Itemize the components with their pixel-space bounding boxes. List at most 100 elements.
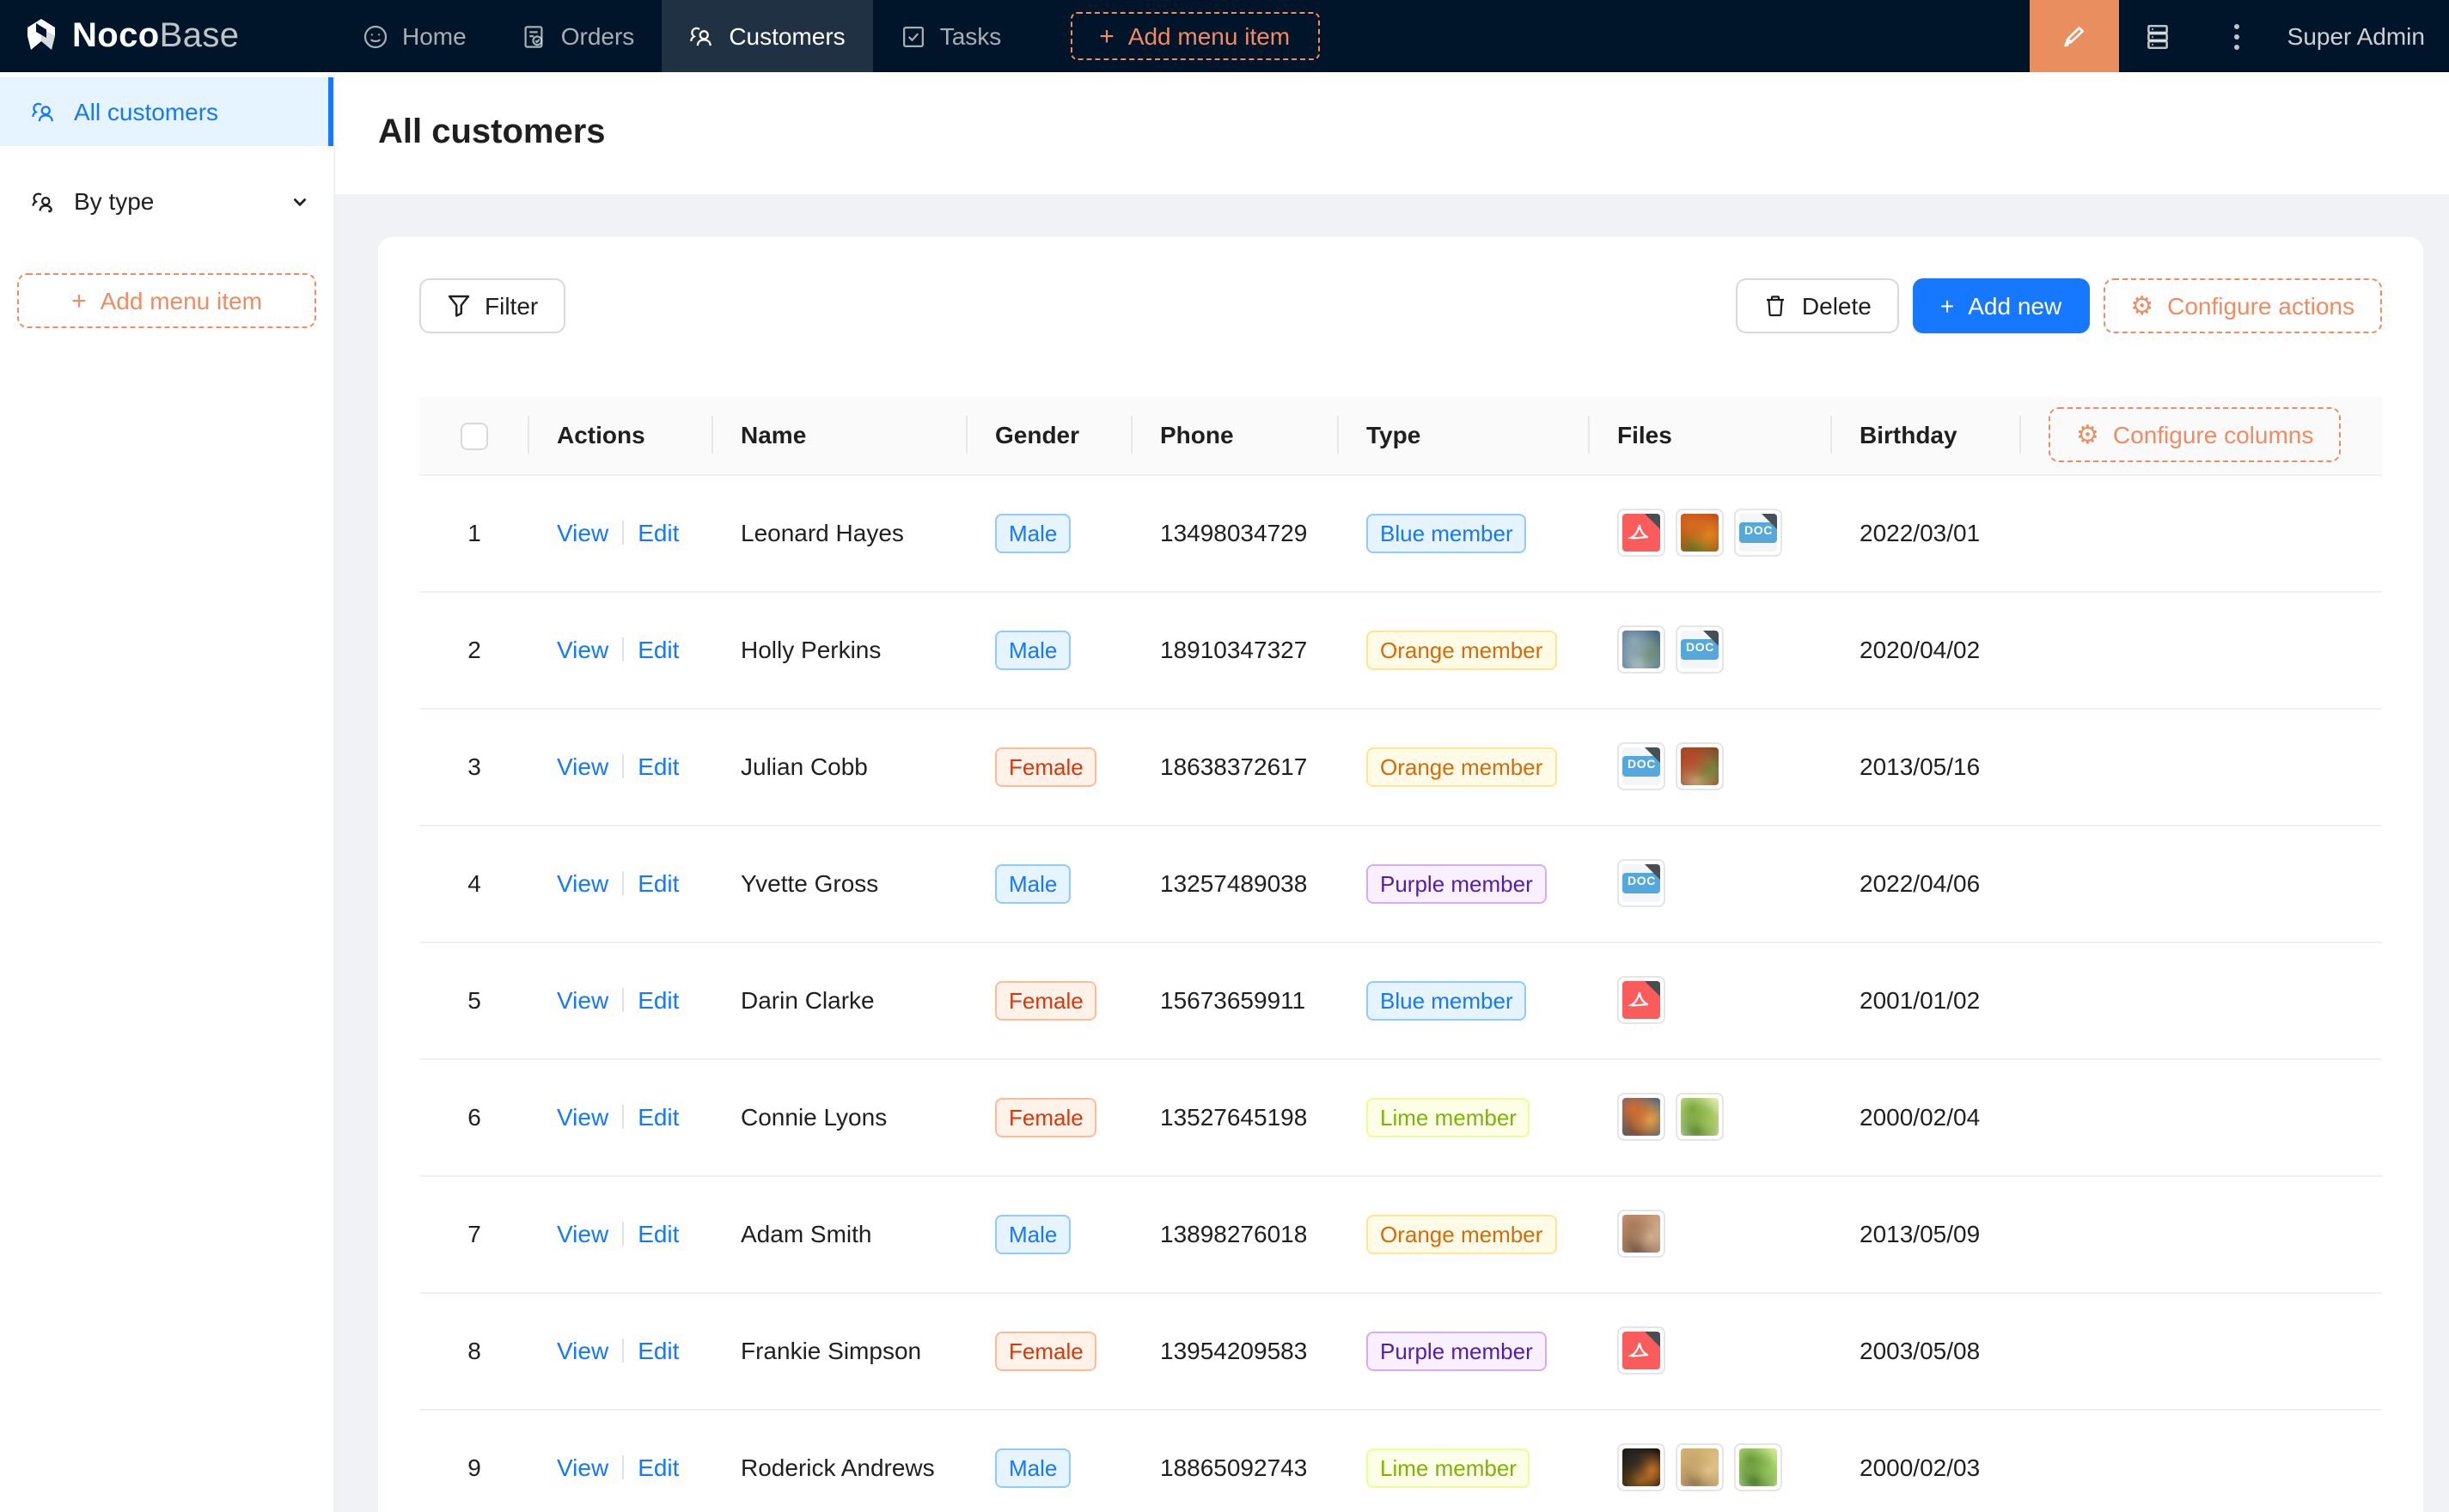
doc-file-thumb[interactable]: DOC bbox=[1617, 859, 1665, 907]
page-fold bbox=[1762, 514, 1777, 529]
nav-item-tasks[interactable]: Tasks bbox=[873, 0, 1029, 72]
page-fold bbox=[1703, 631, 1719, 646]
configure-actions-button[interactable]: ⚙ Configure actions bbox=[2103, 278, 2382, 333]
type-tag: Lime member bbox=[1366, 1448, 1530, 1487]
plugin-manager-button[interactable] bbox=[2119, 0, 2198, 72]
nav-item-customers[interactable]: Customers bbox=[662, 0, 873, 72]
chevron-down-icon bbox=[293, 197, 307, 206]
page-fold bbox=[1645, 1332, 1660, 1347]
edit-link[interactable]: Edit bbox=[638, 1103, 680, 1131]
view-link[interactable]: View bbox=[557, 753, 609, 780]
phone-value: 13527645198 bbox=[1133, 1058, 1339, 1176]
image-file-thumb[interactable] bbox=[1617, 625, 1665, 674]
customer-name: Holly Perkins bbox=[713, 591, 968, 709]
files-list: DOC bbox=[1617, 859, 1805, 907]
table-header-row: Actions Name Gender Phone Type Files Bir… bbox=[419, 397, 2382, 475]
image-file-thumb[interactable] bbox=[1617, 1210, 1665, 1258]
add-menu-item-button-sidebar[interactable]: + Add menu item bbox=[17, 273, 316, 328]
view-link[interactable]: View bbox=[557, 1103, 609, 1131]
logo[interactable]: NocoBase bbox=[0, 0, 335, 72]
view-link[interactable]: View bbox=[557, 1454, 609, 1481]
page-fold bbox=[1645, 864, 1660, 880]
table-row[interactable]: 9 View Edit Roderick Andrews Male 1886509… bbox=[419, 1409, 2382, 1512]
edit-link[interactable]: Edit bbox=[638, 636, 680, 663]
image-file-thumb[interactable] bbox=[1676, 742, 1724, 790]
column-header-files: Files bbox=[1590, 397, 1832, 475]
gear-icon: ⚙ bbox=[2130, 291, 2154, 320]
delete-button[interactable]: Delete bbox=[1736, 278, 1899, 333]
doc-file-thumb[interactable]: DOC bbox=[1734, 509, 1782, 557]
view-link[interactable]: View bbox=[557, 869, 609, 897]
sidebar-item-all-customers[interactable]: All customers bbox=[0, 77, 333, 146]
select-all-checkbox[interactable] bbox=[461, 422, 488, 450]
gender-tag: Male bbox=[995, 513, 1072, 552]
type-tag: Blue member bbox=[1366, 980, 1527, 1020]
team-icon bbox=[690, 26, 712, 46]
add-menu-item-label: Add menu item bbox=[100, 287, 262, 314]
gender-tag: Male bbox=[995, 1448, 1072, 1487]
doc-file-thumb[interactable]: DOC bbox=[1676, 625, 1724, 674]
view-link[interactable]: View bbox=[557, 986, 609, 1014]
table-row[interactable]: 7 View Edit Adam Smith Male 13898276018 O… bbox=[419, 1175, 2382, 1293]
edit-link[interactable]: Edit bbox=[638, 519, 680, 546]
add-menu-item-button-top[interactable]: + Add menu item bbox=[1070, 12, 1320, 60]
add-menu-item-label: Add menu item bbox=[1127, 22, 1291, 50]
server-stack-icon bbox=[2147, 23, 2169, 49]
image-file-thumb[interactable] bbox=[1676, 509, 1724, 557]
view-link[interactable]: View bbox=[557, 1220, 609, 1247]
type-tag: Orange member bbox=[1366, 1214, 1557, 1253]
edit-link[interactable]: Edit bbox=[638, 753, 680, 780]
current-user[interactable]: Super Admin bbox=[2287, 22, 2425, 50]
edit-link[interactable]: Edit bbox=[638, 986, 680, 1014]
add-new-button[interactable]: + Add new bbox=[1912, 278, 2090, 333]
birthday-value: 2000/02/03 bbox=[1832, 1409, 2021, 1512]
table-row[interactable]: 4 View Edit Yvette Gross Male 13257489038… bbox=[419, 825, 2382, 942]
phone-value: 13954209583 bbox=[1133, 1292, 1339, 1410]
table-row[interactable]: 5 View Edit Darin Clarke Female 156736599… bbox=[419, 942, 2382, 1059]
page-title: All customers bbox=[378, 113, 606, 151]
nav-label: Tasks bbox=[939, 22, 1002, 50]
more-actions-button[interactable] bbox=[2198, 0, 2277, 72]
pdf-file-thumb[interactable] bbox=[1617, 509, 1665, 557]
gender-tag: Female bbox=[995, 1097, 1097, 1137]
image-file-thumb[interactable] bbox=[1734, 1443, 1782, 1491]
pdf-file-thumb[interactable] bbox=[1617, 1326, 1665, 1375]
nav-item-home[interactable]: Home bbox=[335, 0, 494, 72]
row-index: 2 bbox=[419, 591, 529, 709]
configure-columns-button[interactable]: ⚙ Configure columns bbox=[2049, 407, 2342, 463]
edit-link[interactable]: Edit bbox=[638, 1220, 680, 1247]
customer-name: Adam Smith bbox=[713, 1175, 968, 1293]
edit-link[interactable]: Edit bbox=[638, 1454, 680, 1481]
doc-file-thumb[interactable]: DOC bbox=[1617, 742, 1665, 790]
row-index: 3 bbox=[419, 708, 529, 826]
ui-editor-button[interactable] bbox=[2029, 0, 2119, 72]
sidebar-item-by-type[interactable]: By type bbox=[0, 167, 333, 235]
view-link[interactable]: View bbox=[557, 636, 609, 663]
gender-tag: Male bbox=[995, 863, 1072, 903]
check-square-icon bbox=[902, 26, 924, 47]
nav-item-orders[interactable]: Orders bbox=[494, 0, 663, 72]
image-file-thumb[interactable] bbox=[1676, 1443, 1724, 1491]
view-link[interactable]: View bbox=[557, 1337, 609, 1364]
table-row[interactable]: 6 View Edit Connie Lyons Female 135276451… bbox=[419, 1058, 2382, 1176]
toolbar-right: Delete + Add new ⚙ Configure actions bbox=[1736, 278, 2382, 333]
image-file-thumb[interactable] bbox=[1617, 1093, 1665, 1141]
action-divider bbox=[622, 1222, 625, 1246]
filter-button[interactable]: Filter bbox=[419, 278, 566, 333]
image-file-thumb[interactable] bbox=[1617, 1443, 1665, 1491]
image-file-thumb[interactable] bbox=[1676, 1093, 1724, 1141]
pdf-file-thumb[interactable] bbox=[1617, 976, 1665, 1024]
view-link[interactable]: View bbox=[557, 519, 609, 546]
table-row[interactable]: 1 View Edit Leonard Hayes Male 1349803472… bbox=[419, 474, 2382, 592]
phone-value: 13498034729 bbox=[1133, 474, 1339, 592]
table-row[interactable]: 8 View Edit Frankie Simpson Female 139542… bbox=[419, 1292, 2382, 1410]
edit-link[interactable]: Edit bbox=[638, 1337, 680, 1364]
sidebar-item-label: By type bbox=[74, 187, 155, 215]
table-row[interactable]: 3 View Edit Julian Cobb Female 1863837261… bbox=[419, 708, 2382, 826]
highlighter-icon bbox=[2063, 27, 2084, 47]
customer-name: Frankie Simpson bbox=[713, 1292, 968, 1410]
row-index: 8 bbox=[419, 1292, 529, 1410]
edit-link[interactable]: Edit bbox=[638, 869, 680, 897]
table-row[interactable]: 2 View Edit Holly Perkins Male 1891034732… bbox=[419, 591, 2382, 709]
